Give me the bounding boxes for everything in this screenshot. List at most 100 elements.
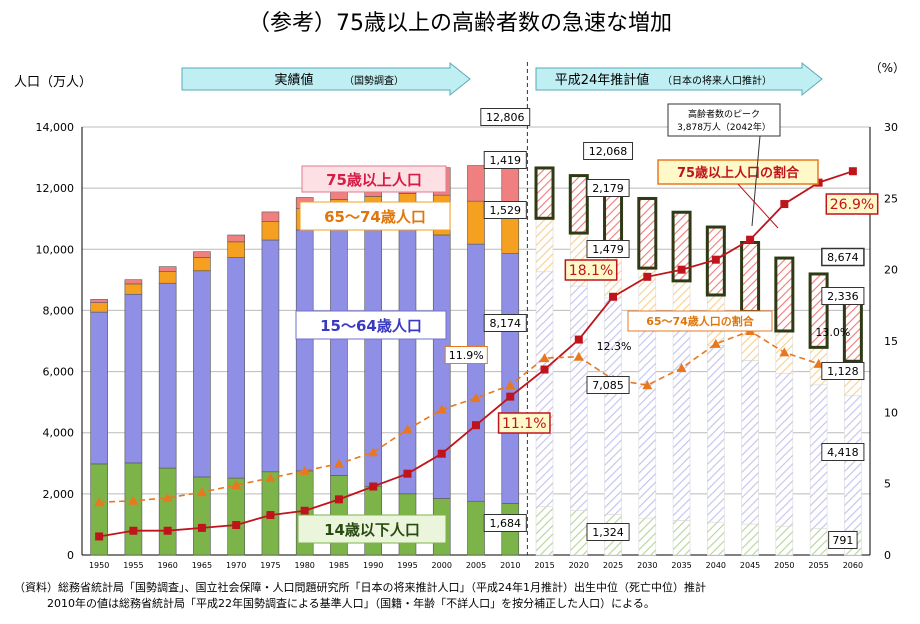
- value-total-2010-box: [480, 108, 531, 126]
- bar-segment-15-64: [775, 372, 794, 527]
- y-tick-left: 14,000: [36, 121, 75, 134]
- marker-65-74-ratio: [573, 351, 584, 361]
- bar-segment-14: [638, 517, 657, 556]
- bar-segment-15-64: [638, 310, 657, 519]
- marker-75plus-ratio: [266, 511, 275, 520]
- marker-75plus-ratio: [334, 495, 343, 504]
- bar-segment-15-64: [158, 282, 177, 469]
- bar-segment-65-74: [467, 200, 485, 245]
- marker-75plus-ratio: [369, 482, 378, 491]
- value-15-64-2010: 8,174: [490, 317, 522, 330]
- pct-65-74-2060: 13.0%: [815, 326, 850, 339]
- bar-segment-75plus: [604, 186, 622, 253]
- x-tick-label: 2015: [534, 561, 554, 570]
- peak-note-box: [667, 103, 781, 137]
- y-tick-right: 15: [884, 335, 898, 348]
- value-15-64-2025: 7,085: [592, 379, 624, 392]
- x-tick-label: 1960: [157, 561, 177, 570]
- bar-75plus-outline: [671, 210, 692, 283]
- bar-segment-75plus: [741, 242, 759, 312]
- legend-65-74-ratio-box: [627, 310, 773, 332]
- bar-segment-14: [90, 463, 108, 556]
- marker-65-74-ratio: [196, 487, 207, 497]
- bar-segment-75plus: [124, 279, 143, 285]
- bar-segment-15-64: [604, 297, 622, 515]
- bar-segment-14: [535, 506, 554, 556]
- bar-segment-75plus: [638, 198, 656, 269]
- value-65-74-2060-box: [821, 362, 865, 380]
- marker-75plus-ratio: [437, 449, 446, 458]
- value-14-2060: 791: [832, 534, 853, 547]
- bar-segment-14: [158, 467, 177, 556]
- projection-label-sub: （日本の将来人口推計）: [662, 74, 772, 87]
- x-tick-label: 2055: [808, 561, 828, 570]
- pct-75plus-2060: 26.9%: [830, 197, 874, 213]
- y-axis-label-left: 人口（万人）: [14, 75, 92, 90]
- bar-segment-65-74: [158, 271, 177, 284]
- marker-75plus-ratio: [163, 526, 172, 535]
- bar-segment-15-64: [193, 270, 211, 478]
- marker-65-74-ratio: [436, 404, 447, 414]
- marker-75plus-ratio: [95, 532, 104, 541]
- bar-segment-65-74: [124, 283, 143, 295]
- x-tick-label: 1980: [295, 561, 315, 570]
- label-15-64: 15～64歳人口: [320, 317, 422, 335]
- pct-75plus-2060-box: [825, 193, 879, 215]
- bar-segment-15-64: [398, 227, 417, 495]
- x-tick-label: 1950: [89, 561, 109, 570]
- value-65-74-2010: 1,529: [490, 204, 522, 217]
- marker-65-74-ratio: [128, 495, 139, 505]
- value-total-2060-box: [821, 247, 865, 267]
- value-15-64-2010-box: [483, 314, 527, 332]
- y-axis-label-right: （%）: [870, 61, 905, 75]
- marker-65-74-ratio: [710, 338, 721, 348]
- x-tick-label: 2010: [500, 561, 520, 570]
- x-tick-label: 2050: [774, 561, 794, 570]
- bar-segment-14: [672, 520, 691, 556]
- y-tick-right: 25: [884, 192, 898, 205]
- y-tick-left: 0: [67, 549, 74, 562]
- x-tick-label: 2005: [466, 561, 486, 570]
- value-15-64-2060-box: [821, 443, 865, 461]
- pct-75plus-2010-box: [497, 412, 551, 434]
- y-tick-right: 5: [884, 478, 891, 491]
- bar-segment-15-64: [535, 271, 554, 507]
- value-14-2010-box: [483, 514, 527, 532]
- bar-75plus-outline: [568, 174, 589, 235]
- bar-segment-15-64: [844, 395, 862, 532]
- value-75-2025-box: [586, 179, 630, 197]
- bar-segment-65-74: [535, 217, 554, 273]
- bar-segment-65-74: [90, 302, 108, 313]
- bar-segment-15-64: [741, 360, 759, 525]
- bar-segment-75plus: [570, 175, 588, 234]
- peak-note-line-2: 3,878万人（2042年）: [677, 121, 771, 133]
- value-total-2025: 12,068: [589, 145, 628, 158]
- value-15-64-2060: 4,418: [827, 446, 859, 459]
- value-65-74-2025-box: [586, 240, 630, 258]
- label-14-box: [297, 514, 447, 544]
- y-tick-left: 4,000: [43, 427, 75, 440]
- bar-segment-15-64: [432, 234, 451, 499]
- marker-75plus-ratio: [232, 521, 241, 530]
- bar-75plus-outline: [534, 166, 555, 220]
- y-tick-left: 12,000: [36, 182, 75, 195]
- bar-segment-15-64: [364, 223, 383, 487]
- bar-segment-75plus: [158, 266, 177, 272]
- y-tick-left: 2,000: [43, 488, 75, 501]
- bar-segment-15-64: [501, 253, 520, 504]
- legend-75plus-ratio-box: [657, 159, 819, 185]
- label-75plus: 75歳以上人口: [326, 171, 422, 189]
- y-tick-left: 10,000: [36, 243, 75, 256]
- value-65-74-2025: 1,479: [592, 243, 624, 256]
- bar-segment-65-74: [227, 241, 245, 258]
- value-75-2060-box: [821, 287, 865, 305]
- chart-title: （参考）75歳以上の高齢者数の急速な増加: [248, 11, 672, 36]
- bar-segment-15-64: [90, 311, 108, 465]
- x-tick-label: 2020: [569, 561, 589, 570]
- bar-segment-75plus: [227, 234, 245, 243]
- x-tick-label: 2000: [432, 561, 452, 570]
- marker-65-74-ratio: [162, 492, 173, 502]
- marker-65-74-ratio: [402, 424, 413, 434]
- marker-65-74-ratio: [813, 358, 824, 368]
